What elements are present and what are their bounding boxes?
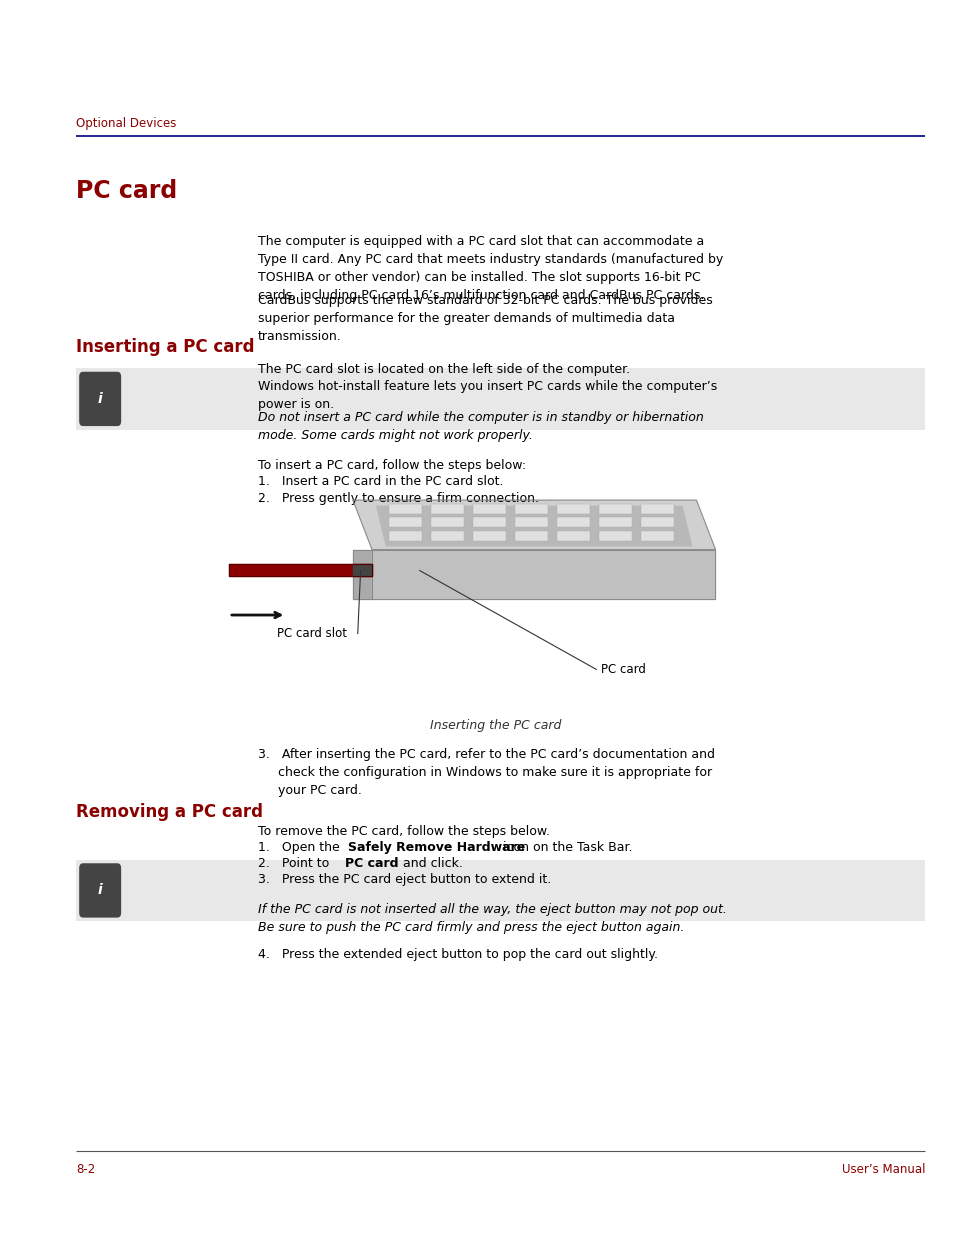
Polygon shape <box>353 564 372 576</box>
Text: and click.: and click. <box>398 857 462 871</box>
Text: Removing a PC card: Removing a PC card <box>76 803 263 821</box>
Bar <box>640 517 673 527</box>
Text: 2.   Point to: 2. Point to <box>257 857 333 871</box>
Text: The PC card slot is located on the left side of the computer.: The PC card slot is located on the left … <box>257 363 629 377</box>
Text: icon on the Task Bar.: icon on the Task Bar. <box>498 841 632 855</box>
Text: i: i <box>98 391 102 406</box>
Text: To insert a PC card, follow the steps below:: To insert a PC card, follow the steps be… <box>257 459 525 473</box>
Text: Do not insert a PC card while the computer is in standby or hibernation
mode. So: Do not insert a PC card while the comput… <box>257 411 702 442</box>
Bar <box>473 517 505 527</box>
Text: To remove the PC card, follow the steps below.: To remove the PC card, follow the steps … <box>257 825 549 839</box>
Text: i: i <box>98 883 102 898</box>
Bar <box>557 517 589 527</box>
Bar <box>598 504 631 514</box>
Text: Windows hot-install feature lets you insert PC cards while the computer’s
power : Windows hot-install feature lets you ins… <box>257 380 716 411</box>
Polygon shape <box>376 506 691 546</box>
Bar <box>515 504 547 514</box>
Text: PC card: PC card <box>600 663 645 676</box>
Polygon shape <box>372 550 715 599</box>
Bar <box>640 504 673 514</box>
Text: 1.   Insert a PC card in the PC card slot.: 1. Insert a PC card in the PC card slot. <box>257 475 502 489</box>
Bar <box>389 531 421 541</box>
Text: PC card slot: PC card slot <box>276 627 346 640</box>
Bar <box>598 531 631 541</box>
Bar <box>557 531 589 541</box>
Bar <box>473 531 505 541</box>
Text: 2.   Press gently to ensure a firm connection.: 2. Press gently to ensure a firm connect… <box>257 492 538 505</box>
Bar <box>431 504 463 514</box>
Text: PC card: PC card <box>345 857 398 871</box>
Text: Optional Devices: Optional Devices <box>76 116 176 130</box>
Text: Safely Remove Hardware: Safely Remove Hardware <box>348 841 525 855</box>
Text: PC card: PC card <box>76 179 177 203</box>
Text: 8-2: 8-2 <box>76 1163 95 1177</box>
Polygon shape <box>353 550 372 599</box>
Bar <box>473 504 505 514</box>
FancyBboxPatch shape <box>79 863 121 918</box>
Text: 4.   Press the extended eject button to pop the card out slightly.: 4. Press the extended eject button to po… <box>257 948 657 962</box>
Bar <box>515 517 547 527</box>
Polygon shape <box>229 564 372 576</box>
Bar <box>431 517 463 527</box>
Text: The computer is equipped with a PC card slot that can accommodate a
Type II card: The computer is equipped with a PC card … <box>257 235 722 301</box>
Text: 3.   After inserting the PC card, refer to the PC card’s documentation and
     : 3. After inserting the PC card, refer to… <box>257 748 714 798</box>
Text: Inserting the PC card: Inserting the PC card <box>430 719 561 732</box>
Text: CardBus supports the new standard of 32-bit PC cards. The bus provides
superior : CardBus supports the new standard of 32-… <box>257 294 712 343</box>
FancyBboxPatch shape <box>79 372 121 426</box>
Text: Inserting a PC card: Inserting a PC card <box>76 338 254 357</box>
Bar <box>640 531 673 541</box>
Text: 1.   Open the: 1. Open the <box>257 841 343 855</box>
Polygon shape <box>353 500 715 550</box>
Text: If the PC card is not inserted all the way, the eject button may not pop out.
Be: If the PC card is not inserted all the w… <box>257 903 725 934</box>
Bar <box>389 504 421 514</box>
Bar <box>598 517 631 527</box>
Text: User’s Manual: User’s Manual <box>841 1163 924 1177</box>
FancyBboxPatch shape <box>76 368 924 430</box>
Bar <box>389 517 421 527</box>
Bar <box>515 531 547 541</box>
Bar <box>431 531 463 541</box>
Bar <box>557 504 589 514</box>
FancyBboxPatch shape <box>76 860 924 921</box>
Text: 3.   Press the PC card eject button to extend it.: 3. Press the PC card eject button to ext… <box>257 873 550 887</box>
